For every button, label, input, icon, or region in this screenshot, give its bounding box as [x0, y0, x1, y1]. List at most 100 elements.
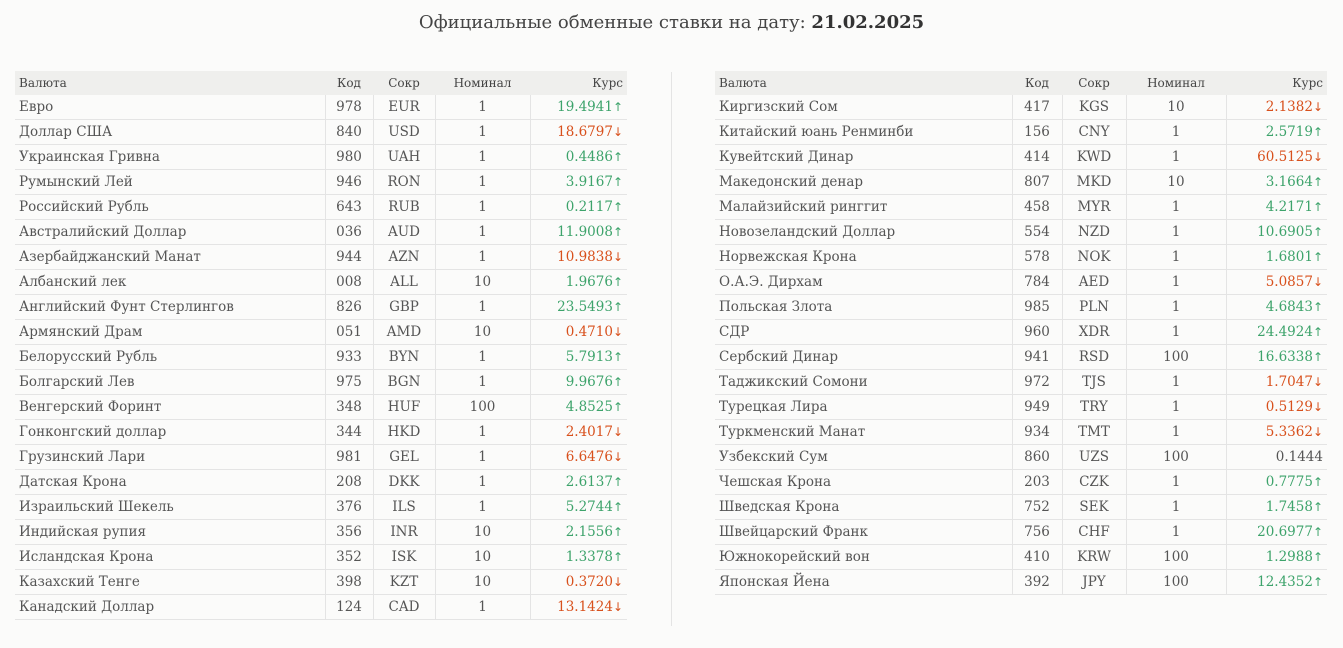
- rates-table-right-panel: Валюта Код Сокр Номинал Курс Киргизский …: [715, 71, 1327, 595]
- currency-code: 051: [325, 319, 374, 345]
- currency-name: Индийская рупия: [15, 519, 326, 545]
- currency-name: Доллар США: [15, 119, 326, 145]
- rate-value: 1.7458: [1265, 499, 1313, 515]
- currency-abbr: USD: [373, 119, 436, 145]
- currency-code: 981: [325, 444, 374, 470]
- currency-nominal: 1: [1126, 269, 1227, 295]
- currency-rate: 3.1664↑: [1226, 169, 1327, 195]
- currency-rate: 3.9167↑: [530, 169, 627, 195]
- currency-abbr: HUF: [373, 394, 436, 420]
- currency-rate: 13.1424↓: [530, 594, 627, 620]
- currency-abbr: KRW: [1062, 544, 1127, 570]
- currency-name: Туркменский Манат: [715, 419, 1013, 445]
- table-row: Сербский Динар 941 RSD 100 16.6338↑: [715, 344, 1327, 370]
- currency-abbr: UAH: [373, 144, 436, 170]
- arrow-down-icon: ↓: [612, 125, 623, 139]
- currency-abbr: DKK: [373, 469, 436, 495]
- table-header-row: Валюта Код Сокр Номинал Курс: [715, 71, 1327, 95]
- rate-value: 5.7913: [565, 349, 613, 365]
- rate-value: 60.5125: [1257, 149, 1313, 165]
- currency-abbr: TMT: [1062, 419, 1127, 445]
- currency-code: 756: [1012, 519, 1063, 545]
- rate-value: 19.4941: [557, 99, 613, 115]
- currency-rate: 60.5125↓: [1226, 144, 1327, 170]
- table-row: Английский Фунт Стерлингов 826 GBP 1 23.5493…: [15, 294, 627, 320]
- rate-value: 5.3362: [1265, 424, 1313, 440]
- currency-abbr: RON: [373, 169, 436, 195]
- currency-rate: 24.4924↑: [1226, 319, 1327, 345]
- currency-abbr: CAD: [373, 594, 436, 620]
- arrow-up-icon: ↑: [612, 550, 623, 564]
- column-divider: [671, 72, 672, 626]
- currency-code: 414: [1012, 144, 1063, 170]
- table-header-row: Валюта Код Сокр Номинал Курс: [15, 71, 627, 95]
- rates-table-right: Валюта Код Сокр Номинал Курс Киргизский …: [715, 71, 1327, 595]
- currency-rate: 1.3378↑: [530, 544, 627, 570]
- table-row: Казахский Тенге 398 KZT 10 0.3720↓: [15, 569, 627, 595]
- currency-name: Болгарский Лев: [15, 369, 326, 395]
- currency-rate: 4.6843↑: [1226, 294, 1327, 320]
- table-row: Японская Йена 392 JPY 100 12.4352↑: [715, 569, 1327, 595]
- table-row: Норвежская Крона 578 NOK 1 1.6801↑: [715, 244, 1327, 270]
- table-row: Израильский Шекель 376 ILS 1 5.2744↑: [15, 494, 627, 520]
- arrow-up-icon: ↑: [612, 200, 623, 214]
- currency-code: 840: [325, 119, 374, 145]
- table-row: Узбекский Сум 860 UZS 100 0.1444: [715, 444, 1327, 470]
- table-row: Южнокорейский вон 410 KRW 100 1.2988↑: [715, 544, 1327, 570]
- header-nominal: Номинал: [1147, 76, 1205, 90]
- currency-name: Украинская Гривна: [15, 144, 326, 170]
- header-rate: Курс: [592, 76, 623, 90]
- header-code: Код: [1025, 76, 1049, 90]
- arrow-down-icon: ↓: [1312, 150, 1323, 164]
- currency-rate: 1.9676↑: [530, 269, 627, 295]
- currency-nominal: 1: [1126, 494, 1227, 520]
- currency-code: 008: [325, 269, 374, 295]
- currency-code: 784: [1012, 269, 1063, 295]
- currency-code: 458: [1012, 194, 1063, 220]
- currency-name: Английский Фунт Стерлингов: [15, 294, 326, 320]
- currency-name: Белорусский Рубль: [15, 344, 326, 370]
- currency-name: Австралийский Доллар: [15, 219, 326, 245]
- currency-rate: 11.9008↑: [530, 219, 627, 245]
- arrow-up-icon: ↑: [1312, 575, 1323, 589]
- currency-code: 156: [1012, 119, 1063, 145]
- currency-nominal: 1: [1126, 194, 1227, 220]
- currency-nominal: 1: [435, 95, 531, 120]
- currency-name: Чешская Крона: [715, 469, 1013, 495]
- currency-abbr: SEK: [1062, 494, 1127, 520]
- currency-rate: 0.1444: [1226, 444, 1327, 470]
- currency-rate: 2.4017↓: [530, 419, 627, 445]
- currency-rate: 1.7458↑: [1226, 494, 1327, 520]
- currency-name: Киргизский Сом: [715, 95, 1013, 120]
- currency-rate: 6.6476↓: [530, 444, 627, 470]
- currency-code: 208: [325, 469, 374, 495]
- table-row: Киргизский Сом 417 KGS 10 2.1382↓: [715, 95, 1327, 120]
- currency-nominal: 100: [1126, 569, 1227, 595]
- currency-name: Китайский юань Ренминби: [715, 119, 1013, 145]
- header-abbr: Сокр: [388, 76, 420, 90]
- table-row: Гонконгский доллар 344 HKD 1 2.4017↓: [15, 419, 627, 445]
- table-row: Турецкая Лира 949 TRY 1 0.5129↓: [715, 394, 1327, 420]
- currency-abbr: TRY: [1062, 394, 1127, 420]
- currency-name: О.А.Э. Дирхам: [715, 269, 1013, 295]
- rate-value: 0.7775: [1265, 474, 1313, 490]
- arrow-up-icon: ↑: [1312, 475, 1323, 489]
- currency-abbr: HKD: [373, 419, 436, 445]
- table-row: Македонский денар 807 MKD 10 3.1664↑: [715, 169, 1327, 195]
- arrow-down-icon: ↓: [612, 600, 623, 614]
- currency-abbr: AUD: [373, 219, 436, 245]
- table-row: Болгарский Лев 975 BGN 1 9.9676↑: [15, 369, 627, 395]
- rate-value: 0.3720: [565, 574, 613, 590]
- table-row: Малайзийский ринггит 458 MYR 1 4.2171↑: [715, 194, 1327, 220]
- currency-code: 352: [325, 544, 374, 570]
- currency-code: 344: [325, 419, 374, 445]
- currency-nominal: 1: [1126, 294, 1227, 320]
- currency-rate: 20.6977↑: [1226, 519, 1327, 545]
- header-nominal: Номинал: [453, 76, 512, 90]
- currency-rate: 0.5129↓: [1226, 394, 1327, 420]
- rate-value: 20.6977: [1257, 524, 1313, 540]
- currency-nominal: 1: [435, 469, 531, 495]
- currency-code: 980: [325, 144, 374, 170]
- header-rate: Курс: [1292, 76, 1323, 90]
- currency-name: Грузинский Лари: [15, 444, 326, 470]
